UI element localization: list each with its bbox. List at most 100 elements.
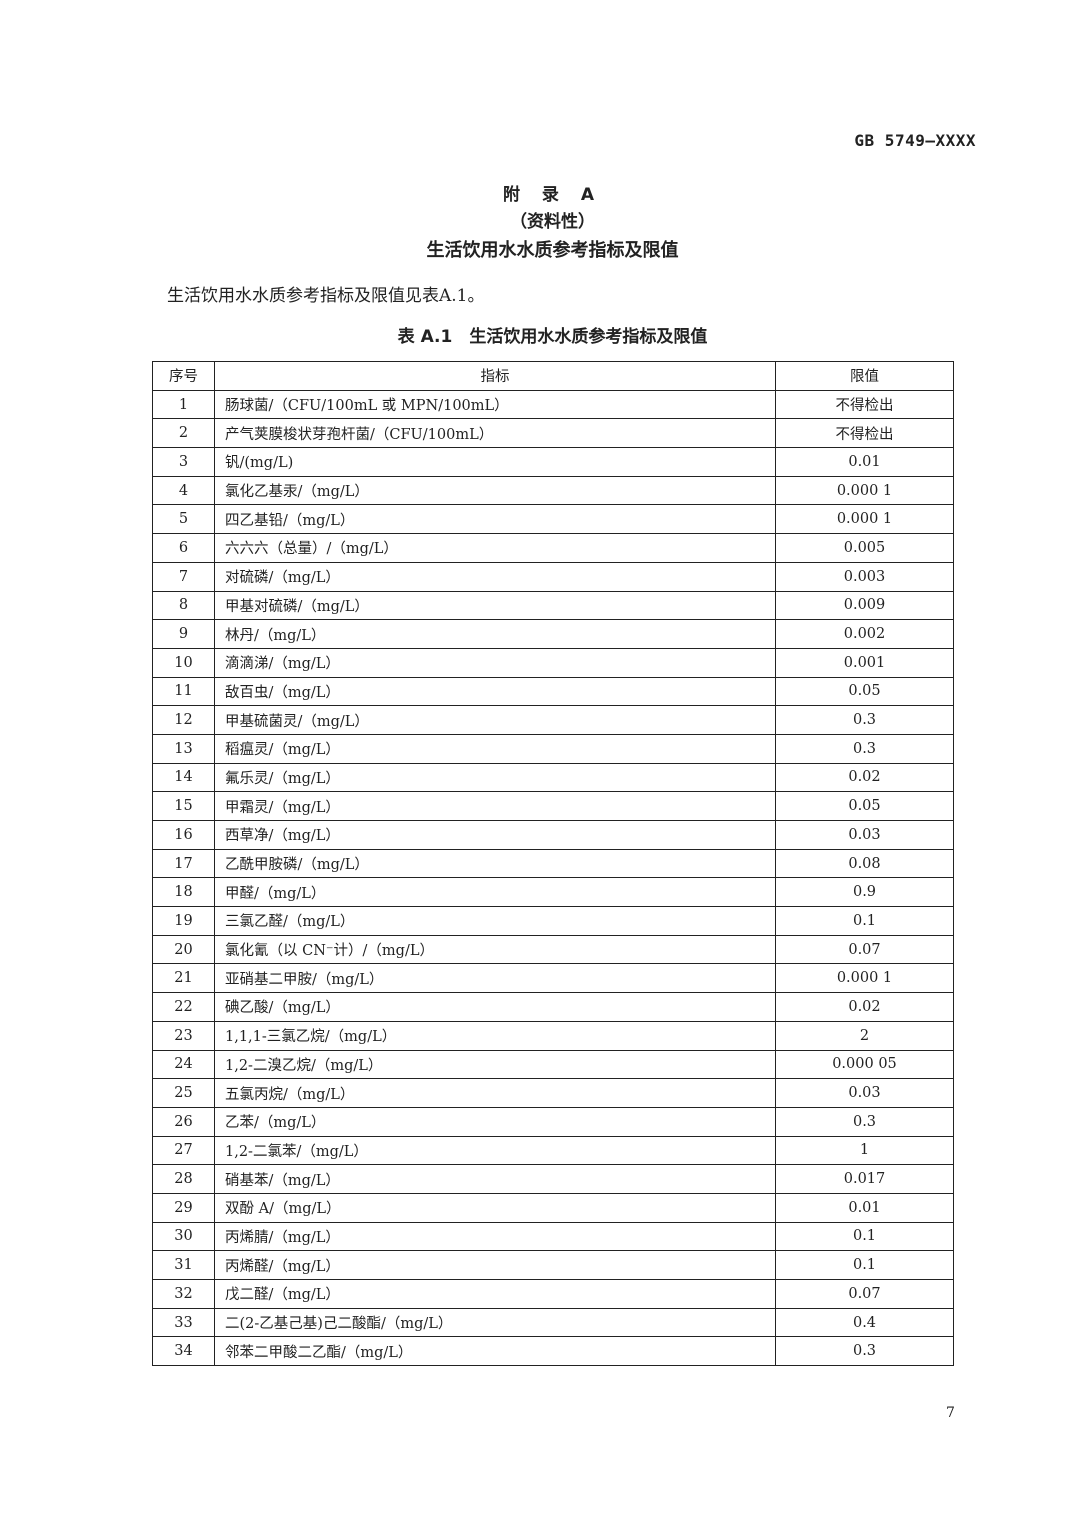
cell-index: 10: [152, 647, 215, 678]
table-row: 9 林丹/（mg/L） 0.002: [152, 619, 954, 649]
cell-indicator: 肠球菌/（CFU/100mL 或 MPN/100mL）: [214, 389, 776, 420]
cell-index: 32: [152, 1279, 215, 1309]
table-caption: 表 A.1 生活饮用水水质参考指标及限值: [397, 327, 708, 347]
reference-limits-table: 序号 指标 限值 1 肠球菌/（CFU/100mL 或 MPN/100mL） 不得检…: [152, 361, 954, 1367]
cell-indicator: 1,1,1-三氯乙烷/（mg/L）: [214, 1020, 776, 1051]
cell-limit: 0.003: [775, 561, 954, 592]
table-header-row: 序号 指标 限值: [152, 361, 954, 391]
cell-limit: 1: [775, 1135, 954, 1166]
cell-index: 18: [152, 877, 215, 908]
table-row: 10 滴滴涕/（mg/L） 0.001: [152, 647, 954, 678]
cell-limit: 0.08: [775, 848, 954, 879]
cell-indicator: 敌百虫/（mg/L）: [214, 676, 776, 707]
cell-index: 27: [152, 1135, 215, 1166]
cell-limit: 0.01: [775, 1192, 954, 1223]
cell-index: 30: [152, 1221, 215, 1252]
cell-limit: 0.05: [775, 791, 954, 821]
cell-indicator: 乙酰甲胺磷/（mg/L）: [214, 848, 776, 879]
appendix-title: 附 录 A: [503, 185, 602, 205]
table-row: 23 1,1,1-三氯乙烷/（mg/L） 2: [152, 1020, 954, 1051]
cell-indicator: 对硫磷/（mg/L）: [214, 561, 776, 592]
appendix-subtitle: 生活饮用水水质参考指标及限值: [426, 240, 679, 261]
header-index: 序号: [152, 361, 215, 391]
cell-indicator: 林丹/（mg/L）: [214, 619, 776, 649]
cell-limit: 0.1: [775, 1221, 954, 1252]
cell-indicator: 产气荚膜梭状芽孢杆菌/（CFU/100mL）: [214, 418, 776, 449]
cell-limit: 0.07: [775, 1279, 954, 1309]
table-row: 2 产气荚膜梭状芽孢杆菌/（CFU/100mL） 不得检出: [152, 418, 954, 449]
table-row: 32 戊二醛/（mg/L） 0.07: [152, 1279, 954, 1309]
table-row: 7 对硫磷/（mg/L） 0.003: [152, 561, 954, 592]
cell-indicator: 邻苯二甲酸二乙酯/（mg/L）: [214, 1336, 776, 1367]
cell-indicator: 二(2-乙基己基)己二酸酯/（mg/L）: [214, 1307, 776, 1338]
cell-indicator: 四乙基铅/（mg/L）: [214, 504, 776, 535]
table-row: 27 1,2-二氯苯/（mg/L） 1: [152, 1135, 954, 1166]
table-row: 26 乙苯/（mg/L） 0.3: [152, 1106, 954, 1137]
cell-indicator: 滴滴涕/（mg/L）: [214, 647, 776, 678]
cell-indicator: 甲醛/（mg/L）: [214, 877, 776, 908]
table-row: 16 西草净/（mg/L） 0.03: [152, 820, 954, 850]
cell-limit: 0.3: [775, 1106, 954, 1137]
cell-limit: 0.9: [775, 877, 954, 908]
cell-index: 1: [152, 389, 215, 420]
table-row: 13 稻瘟灵/（mg/L） 0.3: [152, 733, 954, 764]
cell-index: 4: [152, 475, 215, 506]
cell-index: 13: [152, 733, 215, 764]
table-row: 15 甲霜灵/（mg/L） 0.05: [152, 791, 954, 821]
table-row: 11 敌百虫/（mg/L） 0.05: [152, 676, 954, 707]
cell-index: 15: [152, 791, 215, 821]
cell-indicator: 西草净/（mg/L）: [214, 820, 776, 850]
cell-indicator: 钒/(mg/L): [214, 447, 776, 477]
cell-limit: 0.1: [775, 906, 954, 936]
cell-index: 26: [152, 1106, 215, 1137]
cell-limit: 不得检出: [775, 418, 954, 449]
cell-limit: 0.03: [775, 1078, 954, 1108]
cell-limit: 0.03: [775, 820, 954, 850]
cell-limit: 0.1: [775, 1250, 954, 1280]
cell-limit: 0.001: [775, 647, 954, 678]
cell-index: 14: [152, 762, 215, 793]
cell-limit: 0.3: [775, 705, 954, 735]
cell-indicator: 1,2-二氯苯/（mg/L）: [214, 1135, 776, 1166]
table-row: 6 六六六（总量）/（mg/L） 0.005: [152, 533, 954, 563]
cell-index: 7: [152, 561, 215, 592]
cell-indicator: 甲霜灵/（mg/L）: [214, 791, 776, 821]
cell-index: 23: [152, 1020, 215, 1051]
cell-indicator: 甲基对硫磷/（mg/L）: [214, 590, 776, 621]
header-limit: 限值: [775, 361, 954, 391]
table-row: 31 丙烯醛/（mg/L） 0.1: [152, 1250, 954, 1280]
cell-indicator: 碘乙酸/（mg/L）: [214, 992, 776, 1022]
cell-index: 34: [152, 1336, 215, 1367]
appendix-nature: （资料性）: [510, 212, 595, 232]
cell-index: 33: [152, 1307, 215, 1338]
cell-limit: 0.02: [775, 762, 954, 793]
cell-index: 16: [152, 820, 215, 850]
table-row: 34 邻苯二甲酸二乙酯/（mg/L） 0.3: [152, 1336, 954, 1367]
cell-indicator: 三氯乙醛/（mg/L）: [214, 906, 776, 936]
table-row: 14 氟乐灵/（mg/L） 0.02: [152, 762, 954, 793]
cell-indicator: 戊二醛/（mg/L）: [214, 1279, 776, 1309]
table-row: 30 丙烯腈/（mg/L） 0.1: [152, 1221, 954, 1252]
table-row: 20 氯化氰（以 CN⁻计）/（mg/L） 0.07: [152, 934, 954, 965]
cell-limit: 0.02: [775, 992, 954, 1022]
cell-index: 19: [152, 906, 215, 936]
cell-index: 17: [152, 848, 215, 879]
standard-number: GB 5749—XXXX: [854, 131, 976, 150]
cell-indicator: 甲基硫菌灵/（mg/L）: [214, 705, 776, 735]
cell-limit: 0.3: [775, 733, 954, 764]
table-row: 4 氯化乙基汞/（mg/L） 0.000 1: [152, 475, 954, 506]
cell-limit: 0.005: [775, 533, 954, 563]
cell-limit: 0.3: [775, 1336, 954, 1367]
table-row: 25 五氯丙烷/（mg/L） 0.03: [152, 1078, 954, 1108]
cell-indicator: 氯化乙基汞/（mg/L）: [214, 475, 776, 506]
cell-limit: 0.01: [775, 447, 954, 477]
cell-limit: 0.05: [775, 676, 954, 707]
page-number: 7: [946, 1405, 955, 1421]
cell-index: 25: [152, 1078, 215, 1108]
cell-index: 21: [152, 963, 215, 994]
cell-index: 11: [152, 676, 215, 707]
cell-index: 8: [152, 590, 215, 621]
table-row: 33 二(2-乙基己基)己二酸酯/（mg/L） 0.4: [152, 1307, 954, 1338]
table-row: 17 乙酰甲胺磷/（mg/L） 0.08: [152, 848, 954, 879]
table-row: 1 肠球菌/（CFU/100mL 或 MPN/100mL） 不得检出: [152, 389, 954, 420]
